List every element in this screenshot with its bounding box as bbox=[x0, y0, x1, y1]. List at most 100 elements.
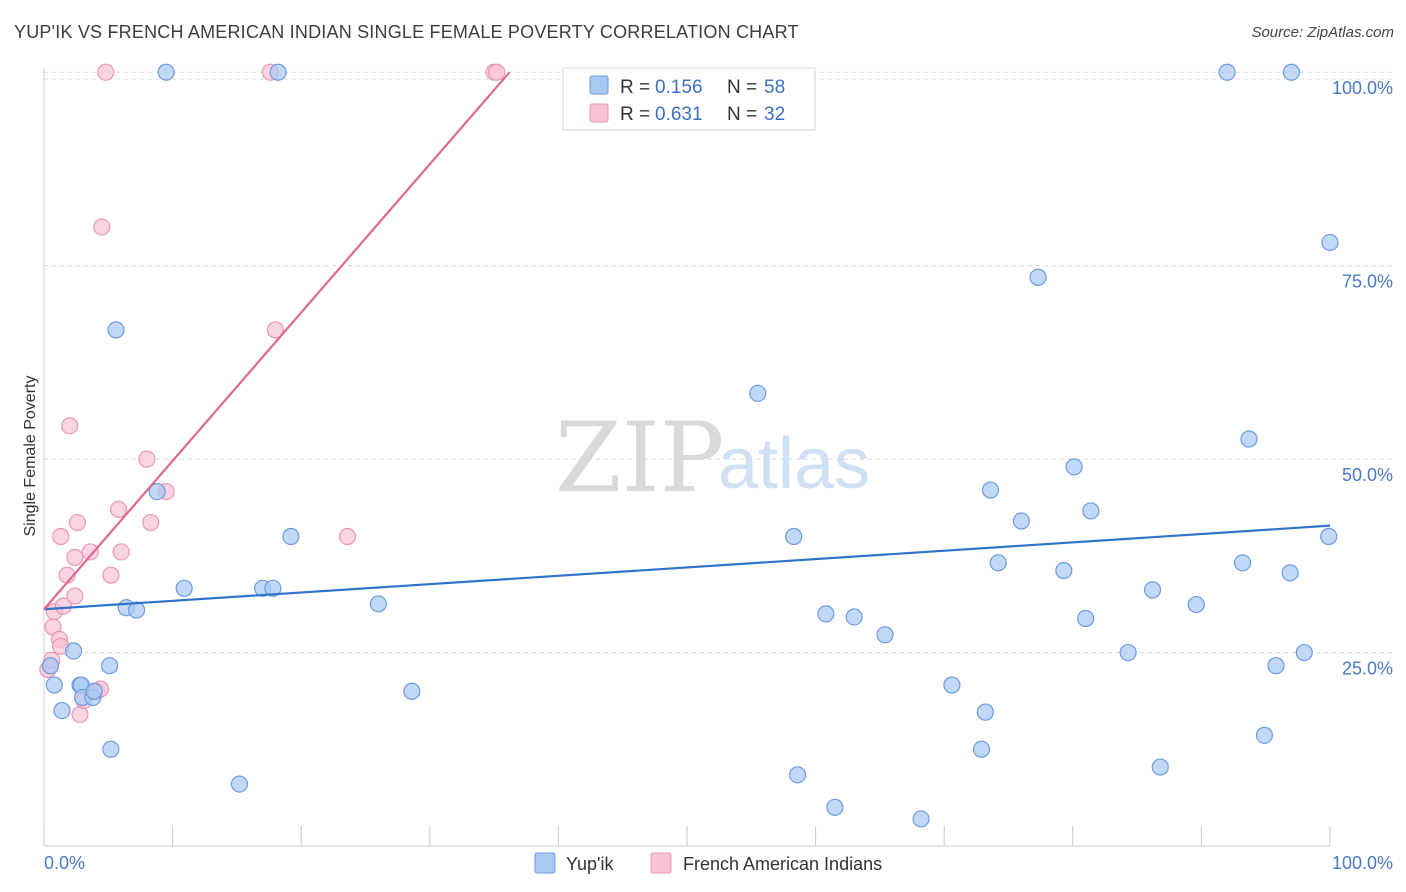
yupik-point-42 bbox=[1082, 502, 1100, 520]
french-point-21 bbox=[102, 566, 120, 584]
yupik-point-34 bbox=[976, 703, 994, 721]
series-french-american-indians bbox=[39, 63, 506, 724]
y-tick-label-75: 75.0% bbox=[1342, 272, 1393, 292]
yupik-point-9 bbox=[100, 657, 119, 675]
yupik-point-3 bbox=[64, 642, 83, 660]
yupik-point-50 bbox=[1255, 726, 1274, 744]
french-point-25 bbox=[142, 513, 160, 532]
yupik-point-55 bbox=[1320, 527, 1338, 546]
bottom-legend-swatch-french bbox=[650, 852, 672, 874]
yupik-point-8 bbox=[85, 682, 103, 700]
yupik-point-40 bbox=[1065, 458, 1083, 476]
yupik-point-15 bbox=[157, 63, 175, 81]
french-point-20 bbox=[97, 63, 115, 81]
trend-lines bbox=[43, 71, 1331, 611]
french-trend-line bbox=[43, 71, 511, 610]
yupik-point-32 bbox=[943, 676, 961, 694]
bottom-legend: Yup'ik French American Indians bbox=[534, 852, 882, 874]
legend-r-label-1: R = bbox=[620, 77, 650, 98]
yupik-point-11 bbox=[107, 321, 125, 339]
yupik-point-16 bbox=[175, 579, 193, 597]
yupik-point-17 bbox=[230, 775, 249, 793]
yupik-point-19 bbox=[264, 579, 282, 597]
yupik-point-10 bbox=[102, 740, 120, 758]
yupik-point-24 bbox=[749, 384, 767, 402]
yupik-point-35 bbox=[981, 481, 1000, 499]
yupik-point-23 bbox=[403, 682, 421, 700]
french-point-19 bbox=[93, 218, 111, 236]
yupik-point-13 bbox=[127, 601, 146, 619]
yupik-point-21 bbox=[282, 527, 300, 546]
watermark-atlas: atlas bbox=[718, 424, 870, 504]
french-point-29 bbox=[338, 527, 357, 546]
chart-title: YUP'IK VS FRENCH AMERICAN INDIAN SINGLE … bbox=[14, 22, 799, 42]
yupik-point-33 bbox=[972, 740, 991, 758]
yupik-point-52 bbox=[1281, 564, 1299, 582]
y-tick-labels: 25.0% 50.0% 75.0% 100.0% bbox=[1332, 78, 1393, 678]
french-point-23 bbox=[112, 543, 130, 561]
french-point-7 bbox=[52, 527, 70, 546]
yupik-point-28 bbox=[826, 798, 844, 816]
bottom-legend-swatch-yupik bbox=[534, 852, 556, 874]
legend-r-value-1: 0.156 bbox=[655, 77, 703, 98]
yupik-point-20 bbox=[269, 63, 287, 81]
french-point-13 bbox=[68, 513, 87, 532]
legend-r-label-2: R = bbox=[620, 104, 650, 125]
yupik-point-27 bbox=[817, 605, 835, 623]
yupik-point-51 bbox=[1267, 657, 1285, 675]
yupik-point-29 bbox=[845, 608, 863, 626]
legend-box: R = 0.156 N = 58 R = 0.631 N = 32 bbox=[562, 67, 816, 131]
y-tick-label-50: 50.0% bbox=[1342, 465, 1393, 485]
yupik-point-1 bbox=[45, 676, 63, 694]
legend-n-value-1: 58 bbox=[764, 77, 785, 98]
french-point-31 bbox=[488, 63, 506, 81]
y-tick-label-25: 25.0% bbox=[1342, 659, 1393, 679]
yupik-point-43 bbox=[1119, 643, 1137, 662]
legend-r-value-2: 0.631 bbox=[655, 104, 703, 125]
yupik-point-2 bbox=[53, 701, 71, 720]
french-point-22 bbox=[109, 500, 128, 519]
bottom-legend-label-yupik: Yup'ik bbox=[566, 854, 614, 874]
legend-n-label-2: N = bbox=[727, 104, 757, 125]
yupik-point-22 bbox=[369, 595, 387, 613]
french-point-10 bbox=[61, 417, 79, 435]
yupik-point-39 bbox=[1055, 561, 1073, 580]
yupik-point-56 bbox=[1321, 233, 1339, 252]
yupik-trend-line bbox=[43, 524, 1331, 611]
legend-swatch-yupik bbox=[589, 75, 609, 95]
legend-swatch-french bbox=[589, 103, 609, 123]
x-tick-label-min: 0.0% bbox=[44, 853, 85, 873]
french-point-24 bbox=[138, 450, 156, 468]
yupik-point-54 bbox=[1295, 643, 1313, 662]
yupik-point-30 bbox=[876, 626, 894, 644]
yupik-point-47 bbox=[1218, 63, 1236, 81]
yupik-point-36 bbox=[989, 554, 1007, 572]
x-ticks bbox=[43, 826, 1331, 846]
yupik-point-26 bbox=[788, 766, 807, 784]
series-yupik bbox=[41, 63, 1339, 828]
yupik-point-37 bbox=[1012, 512, 1030, 530]
yupik-point-45 bbox=[1151, 758, 1169, 776]
yupik-point-38 bbox=[1029, 268, 1047, 286]
french-point-28 bbox=[266, 321, 285, 339]
x-tick-label-max: 100.0% bbox=[1332, 853, 1393, 873]
bottom-legend-label-french: French American Indians bbox=[683, 854, 882, 874]
y-axis-label: Single Female Poverty bbox=[22, 376, 39, 537]
yupik-point-31 bbox=[912, 810, 930, 828]
french-point-11 bbox=[66, 587, 84, 605]
french-point-8 bbox=[54, 597, 72, 615]
yupik-point-48 bbox=[1233, 554, 1252, 572]
french-point-16 bbox=[81, 543, 99, 561]
legend-n-label-1: N = bbox=[727, 77, 757, 98]
source-credit: Source: ZipAtlas.com bbox=[1251, 24, 1394, 41]
yupik-point-0 bbox=[41, 657, 60, 675]
yupik-point-53 bbox=[1282, 63, 1301, 81]
yupik-point-14 bbox=[148, 483, 166, 501]
yupik-point-44 bbox=[1143, 581, 1162, 599]
yupik-point-25 bbox=[785, 527, 803, 546]
yupik-point-41 bbox=[1077, 609, 1095, 628]
yupik-point-46 bbox=[1187, 595, 1205, 614]
y-tick-label-100: 100.0% bbox=[1332, 78, 1393, 98]
french-point-12 bbox=[66, 548, 84, 566]
